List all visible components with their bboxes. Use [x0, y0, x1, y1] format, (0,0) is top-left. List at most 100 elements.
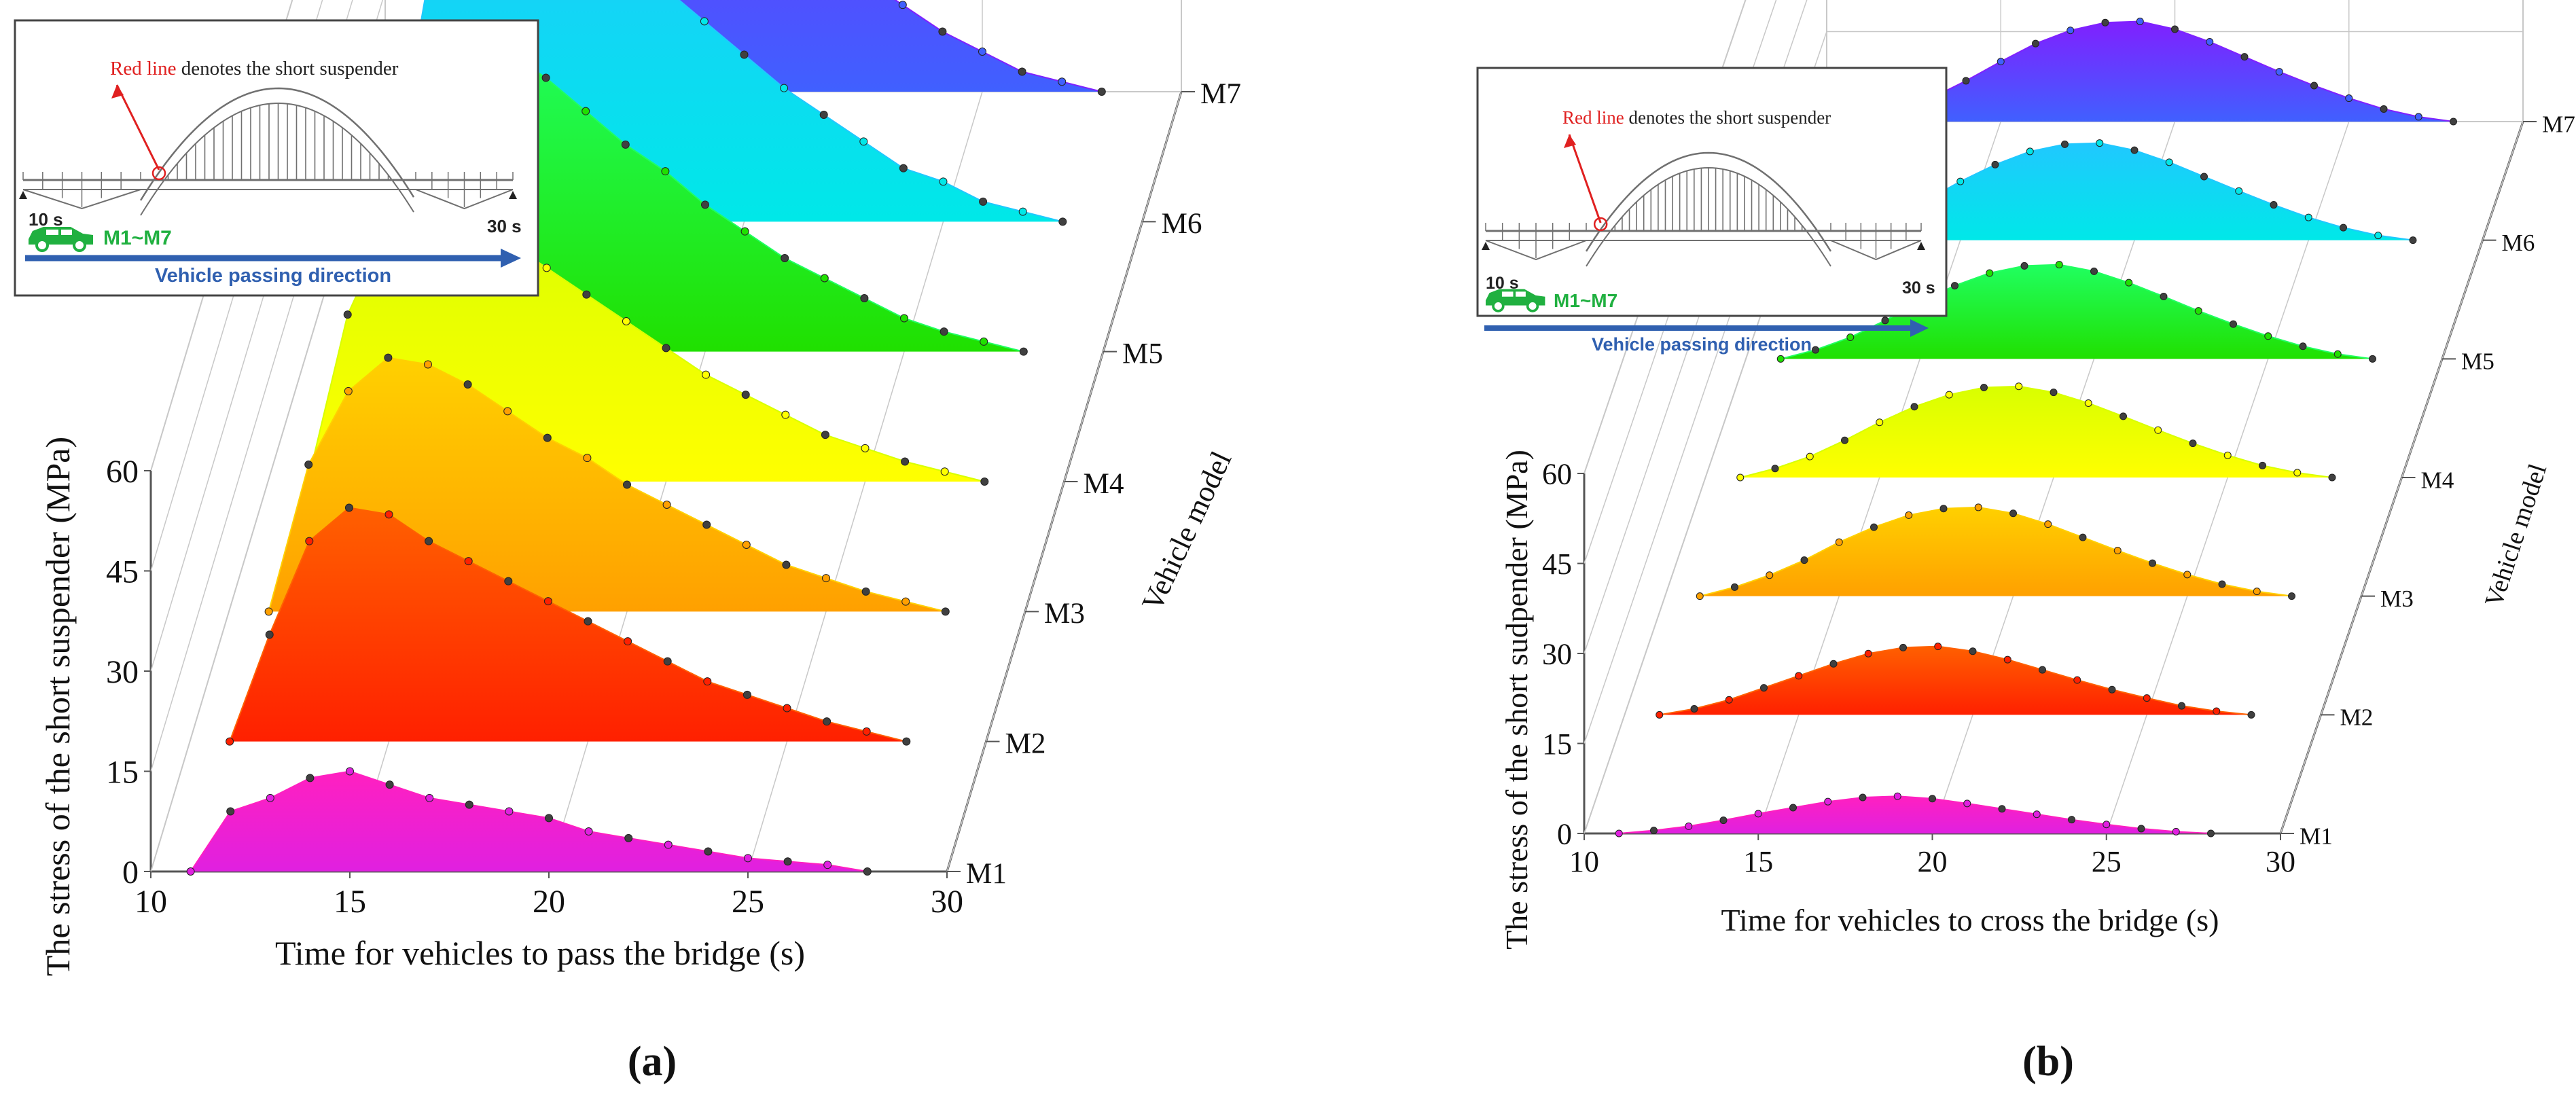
series-M1-point — [823, 861, 832, 869]
series-M6-point — [899, 164, 908, 173]
series-M7-point — [938, 27, 947, 36]
series-M2-point — [2247, 711, 2255, 719]
series-M3-point — [2253, 588, 2261, 596]
bridge-arch-upper — [1585, 151, 1832, 252]
series-M6-point — [859, 137, 868, 146]
series-M2-point — [2178, 702, 2185, 710]
series-M6-point — [2409, 236, 2417, 245]
series-M6-point — [2270, 201, 2278, 209]
series-M7-point — [2101, 18, 2109, 26]
series-M5-point — [661, 167, 670, 176]
series-M4-point — [2154, 426, 2162, 434]
series-M5-point — [701, 200, 709, 209]
series-M1-point — [425, 793, 434, 802]
series-M5-point — [2194, 307, 2202, 315]
series-M4-point — [1980, 384, 1988, 391]
car-window — [61, 230, 72, 235]
series-M1-point — [1789, 804, 1797, 812]
series-M4-point — [901, 457, 910, 466]
series-M5-point — [2333, 350, 2342, 358]
series-M5-point — [1846, 334, 1855, 342]
series-M7-point — [2240, 53, 2249, 61]
series-M6-point — [979, 197, 988, 206]
inset-a-time-start: 10 s — [29, 209, 63, 230]
bridge-support — [1482, 242, 1490, 250]
z-tick-label-M7: M7 — [1200, 78, 1241, 110]
x-tick-label: 25 — [732, 884, 764, 920]
series-M3-point — [782, 560, 791, 569]
series-M1-point — [1650, 827, 1658, 835]
series-M1-point — [266, 793, 274, 802]
series-M7-point — [2275, 68, 2283, 76]
series-M7-point — [2067, 26, 2075, 35]
series-M2-point — [2143, 694, 2151, 702]
series-M1 — [186, 767, 872, 876]
series-M2-point — [862, 727, 871, 736]
series-M5-point — [1019, 347, 1028, 356]
series-M1-point — [465, 800, 473, 809]
gridline-y — [150, 0, 323, 571]
series-M2-point — [2073, 676, 2081, 684]
car-wheel — [35, 238, 49, 252]
series-M3-point — [2113, 547, 2122, 555]
series-M1-point — [385, 780, 394, 789]
series-M5-point — [621, 140, 630, 149]
series-M6-point — [1058, 217, 1067, 226]
gridline-y — [1584, 0, 1808, 654]
series-M4-point — [2223, 451, 2232, 459]
panel-b-zlabel: Vehicle model — [2480, 461, 2552, 611]
series-M2-point — [425, 537, 433, 545]
y-tick-label: 30 — [106, 654, 139, 690]
x-tick-label: 10 — [1569, 845, 1599, 878]
bridge-support — [1917, 242, 1925, 250]
z-tick-label-M6: M6 — [2502, 230, 2535, 256]
series-M7-point — [898, 1, 907, 10]
series-M7-area — [1861, 21, 2454, 122]
series-M6-line — [385, 0, 1063, 223]
series-M3-point — [2183, 571, 2192, 579]
series-M2-line — [229, 507, 907, 742]
series-M4-point — [2015, 382, 2023, 391]
series-M7-point — [2310, 82, 2318, 90]
series-M7-point — [2032, 39, 2039, 48]
series-M2-point — [1760, 684, 1768, 692]
series-M3-point — [1800, 556, 1808, 564]
series-M2-point — [1969, 647, 1977, 655]
inset-b-red-line-label: Red line — [1562, 107, 1624, 128]
series-M6-point — [819, 111, 828, 119]
series-M2-point — [344, 503, 353, 512]
series-M1-point — [2207, 829, 2215, 838]
series-M3-point — [2288, 592, 2295, 600]
y-tick-label: 15 — [1542, 727, 1572, 761]
z-tick-label-M4: M4 — [2421, 467, 2454, 493]
panel-a-xlabel: Time for vehicles to pass the bridge (s) — [275, 934, 805, 972]
series-M1-point — [505, 807, 514, 816]
x-tick-label: 30 — [931, 884, 963, 920]
series-M7-point — [1962, 77, 1970, 85]
series-M1-area — [1619, 796, 2211, 833]
series-M6-point — [2026, 147, 2034, 156]
z-tick-label-M4: M4 — [1084, 468, 1124, 500]
series-M4-point — [2119, 412, 2127, 420]
z-tick-label-M2: M2 — [2340, 704, 2374, 731]
series-M1-point — [1963, 799, 1971, 808]
series-M1-point — [2068, 816, 2075, 824]
series-M2-point — [464, 557, 473, 566]
z-tick-label-M3: M3 — [2380, 586, 2414, 612]
panel-a-inset-bridge-diagram: Red line denotes the short suspender 10 … — [14, 19, 539, 297]
series-M2 — [1656, 643, 2255, 719]
inset-b-arch-bridge — [1482, 134, 1925, 267]
inset-a-direction: Vehicle passing direction — [155, 265, 391, 287]
series-M1-point — [1615, 829, 1623, 838]
series-M7-line — [1861, 20, 2454, 122]
series-M6-point — [780, 84, 789, 92]
series-M5-line — [1780, 264, 2373, 360]
short-suspender-marker — [1593, 217, 1608, 232]
series-M1-point — [1824, 797, 1832, 806]
series-M5-point — [2160, 292, 2168, 300]
inset-b-models: M1~M7 — [1554, 290, 1617, 311]
series-M3-point — [941, 607, 950, 616]
series-M4-point — [582, 290, 591, 299]
series-M2-point — [2213, 707, 2221, 715]
